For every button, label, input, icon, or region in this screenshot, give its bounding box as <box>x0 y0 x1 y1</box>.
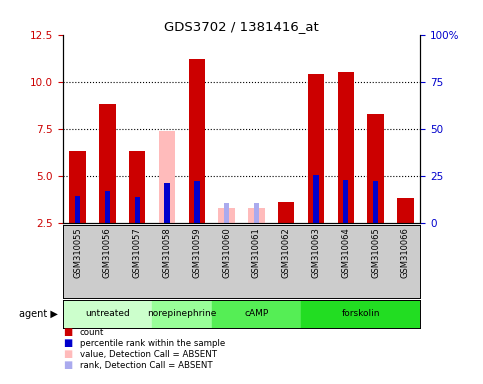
Text: ■: ■ <box>63 327 72 337</box>
Bar <box>343 180 348 223</box>
Bar <box>308 74 324 223</box>
Text: GSM310066: GSM310066 <box>401 228 410 278</box>
Bar <box>70 151 86 223</box>
Text: forskolin: forskolin <box>341 310 380 318</box>
Text: percentile rank within the sample: percentile rank within the sample <box>80 339 225 348</box>
Text: GSM310064: GSM310064 <box>341 228 350 278</box>
Bar <box>152 300 212 328</box>
Bar <box>212 300 301 328</box>
Text: GSM310063: GSM310063 <box>312 228 320 278</box>
Text: GSM310056: GSM310056 <box>103 228 112 278</box>
Text: value, Detection Call = ABSENT: value, Detection Call = ABSENT <box>80 350 217 359</box>
Bar <box>373 181 378 223</box>
Bar <box>63 300 152 328</box>
Text: GSM310060: GSM310060 <box>222 228 231 278</box>
Bar <box>301 300 420 328</box>
Bar <box>254 203 259 223</box>
Text: GSM310055: GSM310055 <box>73 228 82 278</box>
Bar <box>248 208 265 223</box>
Text: GSM310059: GSM310059 <box>192 228 201 278</box>
Text: cAMP: cAMP <box>244 310 269 318</box>
Bar <box>189 59 205 223</box>
Text: agent ▶: agent ▶ <box>19 309 58 319</box>
Text: norepinephrine: norepinephrine <box>147 310 216 318</box>
Text: ■: ■ <box>63 338 72 348</box>
Text: ■: ■ <box>63 361 72 371</box>
Text: untreated: untreated <box>85 310 130 318</box>
Bar <box>368 114 384 223</box>
Text: count: count <box>80 328 104 337</box>
Bar <box>164 183 170 223</box>
Bar <box>99 104 115 223</box>
Text: GSM310061: GSM310061 <box>252 228 261 278</box>
Bar <box>224 203 229 223</box>
Bar <box>397 198 413 223</box>
Bar <box>194 181 199 223</box>
Bar <box>129 151 145 223</box>
Bar <box>75 196 80 223</box>
Text: GSM310057: GSM310057 <box>133 228 142 278</box>
Bar <box>105 191 110 223</box>
Bar <box>218 208 235 223</box>
Text: GSM310065: GSM310065 <box>371 228 380 278</box>
Bar <box>278 202 294 223</box>
Bar <box>313 175 319 223</box>
Text: rank, Detection Call = ABSENT: rank, Detection Call = ABSENT <box>80 361 213 370</box>
Title: GDS3702 / 1381416_at: GDS3702 / 1381416_at <box>164 20 319 33</box>
Text: ■: ■ <box>63 349 72 359</box>
Bar <box>159 131 175 223</box>
Bar <box>338 72 354 223</box>
Text: GSM310062: GSM310062 <box>282 228 291 278</box>
Text: GSM310058: GSM310058 <box>163 228 171 278</box>
Bar <box>135 197 140 223</box>
